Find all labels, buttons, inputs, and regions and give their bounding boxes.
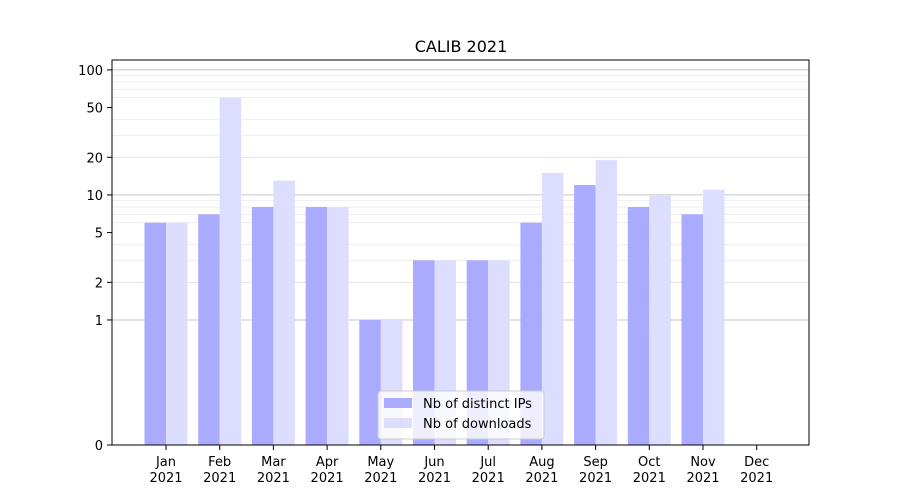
x-tick-label: Mar 2021 (257, 455, 290, 486)
plot-frame (111, 59, 810, 446)
legend-swatch (384, 398, 412, 408)
x-tick-label: Feb 2021 (203, 455, 236, 486)
legend-label: Nb of downloads (423, 417, 532, 432)
bar-distinct-ips (520, 222, 542, 445)
bar-downloads (541, 172, 564, 445)
x-tick-label: May 2021 (364, 455, 397, 486)
x-axis: Jan 2021 Feb 2021 Mar 2021 Apr 2021 May 2021 Jun 20… (149, 445, 773, 486)
bar-distinct-ips (251, 207, 274, 445)
bar-downloads (219, 97, 242, 445)
legend: Nb of distinct IPs Nb of downloads (377, 390, 545, 440)
legend-box (377, 390, 545, 440)
y-tick-label: 100 (78, 64, 103, 79)
bar-distinct-ips (144, 222, 166, 445)
y-axis: 0 1 2 5 10 20 50 100 (78, 64, 112, 454)
x-tick-label: Oct 2021 (633, 455, 666, 486)
y-tick-label: 2 (95, 276, 103, 291)
y-tick-label: 5 (95, 227, 103, 242)
bar-distinct-ips (627, 207, 650, 445)
x-tick-label: Apr 2021 (311, 455, 344, 486)
legend-label: Nb of distinct IPs (423, 397, 532, 412)
y-tick-label: 20 (86, 151, 103, 166)
bar-distinct-ips (305, 207, 328, 445)
bar-distinct-ips (681, 214, 703, 445)
y-tick-label: 10 (86, 189, 103, 204)
bar-downloads (327, 207, 349, 445)
x-tick-label: Sep 2021 (579, 455, 612, 486)
x-tick-label: Jul 2021 (472, 455, 505, 486)
x-tick-label: Jun 2021 (418, 455, 451, 486)
bar-downloads (703, 189, 725, 445)
bar-distinct-ips (574, 185, 596, 445)
legend-swatch (384, 418, 412, 428)
bar-downloads (649, 194, 671, 445)
bar-downloads (595, 160, 618, 445)
y-tick-label: 0 (95, 439, 103, 454)
x-tick-label: Aug 2021 (525, 455, 558, 486)
x-tick-label: Dec 2021 (740, 455, 773, 486)
y-tick-label: 1 (95, 314, 103, 329)
bar-downloads (166, 222, 188, 445)
x-tick-label: Jan 2021 (149, 455, 182, 486)
x-tick-label: Nov 2021 (686, 455, 719, 486)
bar-downloads (273, 180, 295, 445)
bar-distinct-ips (359, 319, 381, 445)
bar-distinct-ips (198, 214, 220, 445)
y-tick-label: 50 (86, 102, 103, 117)
chart-title: CALIB 2021 (415, 37, 508, 56)
